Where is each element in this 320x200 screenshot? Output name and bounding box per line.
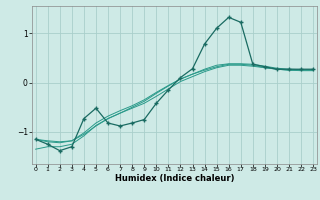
X-axis label: Humidex (Indice chaleur): Humidex (Indice chaleur) xyxy=(115,174,234,183)
